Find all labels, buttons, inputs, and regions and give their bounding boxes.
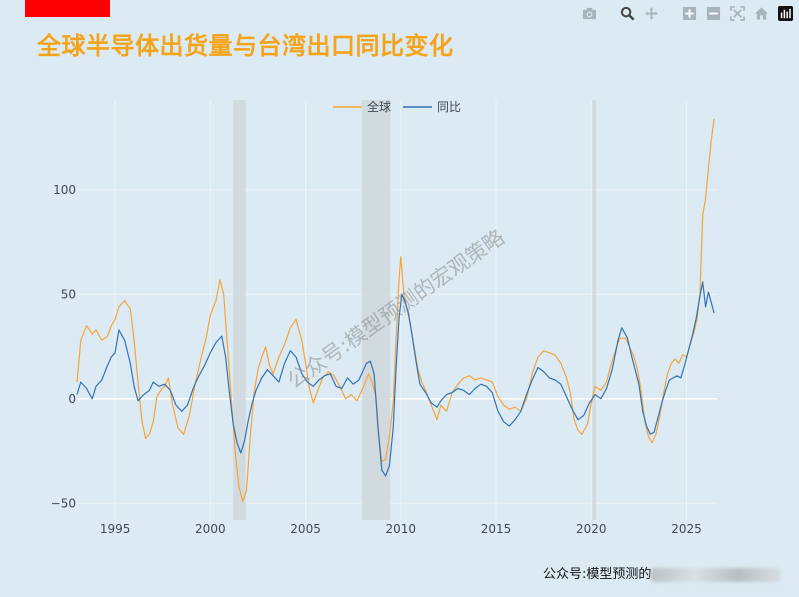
recession-shading-layer	[233, 100, 597, 520]
legend-label[interactable]: 同比	[437, 100, 461, 114]
footer-blurred-text	[651, 567, 782, 582]
recession-shade	[233, 100, 246, 520]
series-line-yoy	[76, 281, 715, 477]
reset-axes-icon[interactable]	[753, 5, 769, 21]
y-tick-label: 50	[61, 287, 76, 301]
autoscale-icon[interactable]	[729, 5, 745, 21]
legend-label[interactable]: 全球	[367, 99, 391, 114]
legend: 全球 同比	[333, 99, 461, 114]
camera-icon[interactable]	[581, 5, 597, 21]
red-header-block	[25, 0, 110, 17]
recession-shade	[592, 100, 597, 520]
x-tick-label: 1995	[100, 522, 131, 536]
zoom-icon[interactable]	[619, 5, 635, 21]
grid-layer	[77, 100, 717, 520]
recession-shade	[361, 100, 391, 520]
footer-text: 公众号:模型预测的	[543, 567, 652, 582]
y-tick-label: 100	[53, 183, 76, 197]
x-tick-label: 2010	[386, 522, 417, 536]
plot-modebar	[573, 3, 793, 23]
pan-icon[interactable]	[643, 5, 659, 21]
x-tick-label: 2025	[671, 522, 702, 536]
chart-title: 全球半导体出货量与台湾出口同比变化	[37, 32, 454, 60]
footer-source: 公众号:模型预测的	[543, 563, 782, 582]
axis-tick-layer: 1995 2000 2005 2010 2015 2020 2025 −50 0 50 100	[51, 183, 702, 536]
x-tick-label: 2005	[290, 522, 321, 536]
x-tick-label: 2000	[195, 522, 226, 536]
series-layer	[76, 118, 715, 502]
zoom-in-icon[interactable]	[681, 5, 697, 21]
x-tick-label: 2020	[576, 522, 607, 536]
y-tick-label: 0	[68, 392, 76, 406]
zoom-out-icon[interactable]	[705, 5, 721, 21]
x-tick-label: 2015	[481, 522, 512, 536]
plotly-logo-icon[interactable]	[777, 5, 793, 21]
y-tick-label: −50	[51, 496, 76, 510]
